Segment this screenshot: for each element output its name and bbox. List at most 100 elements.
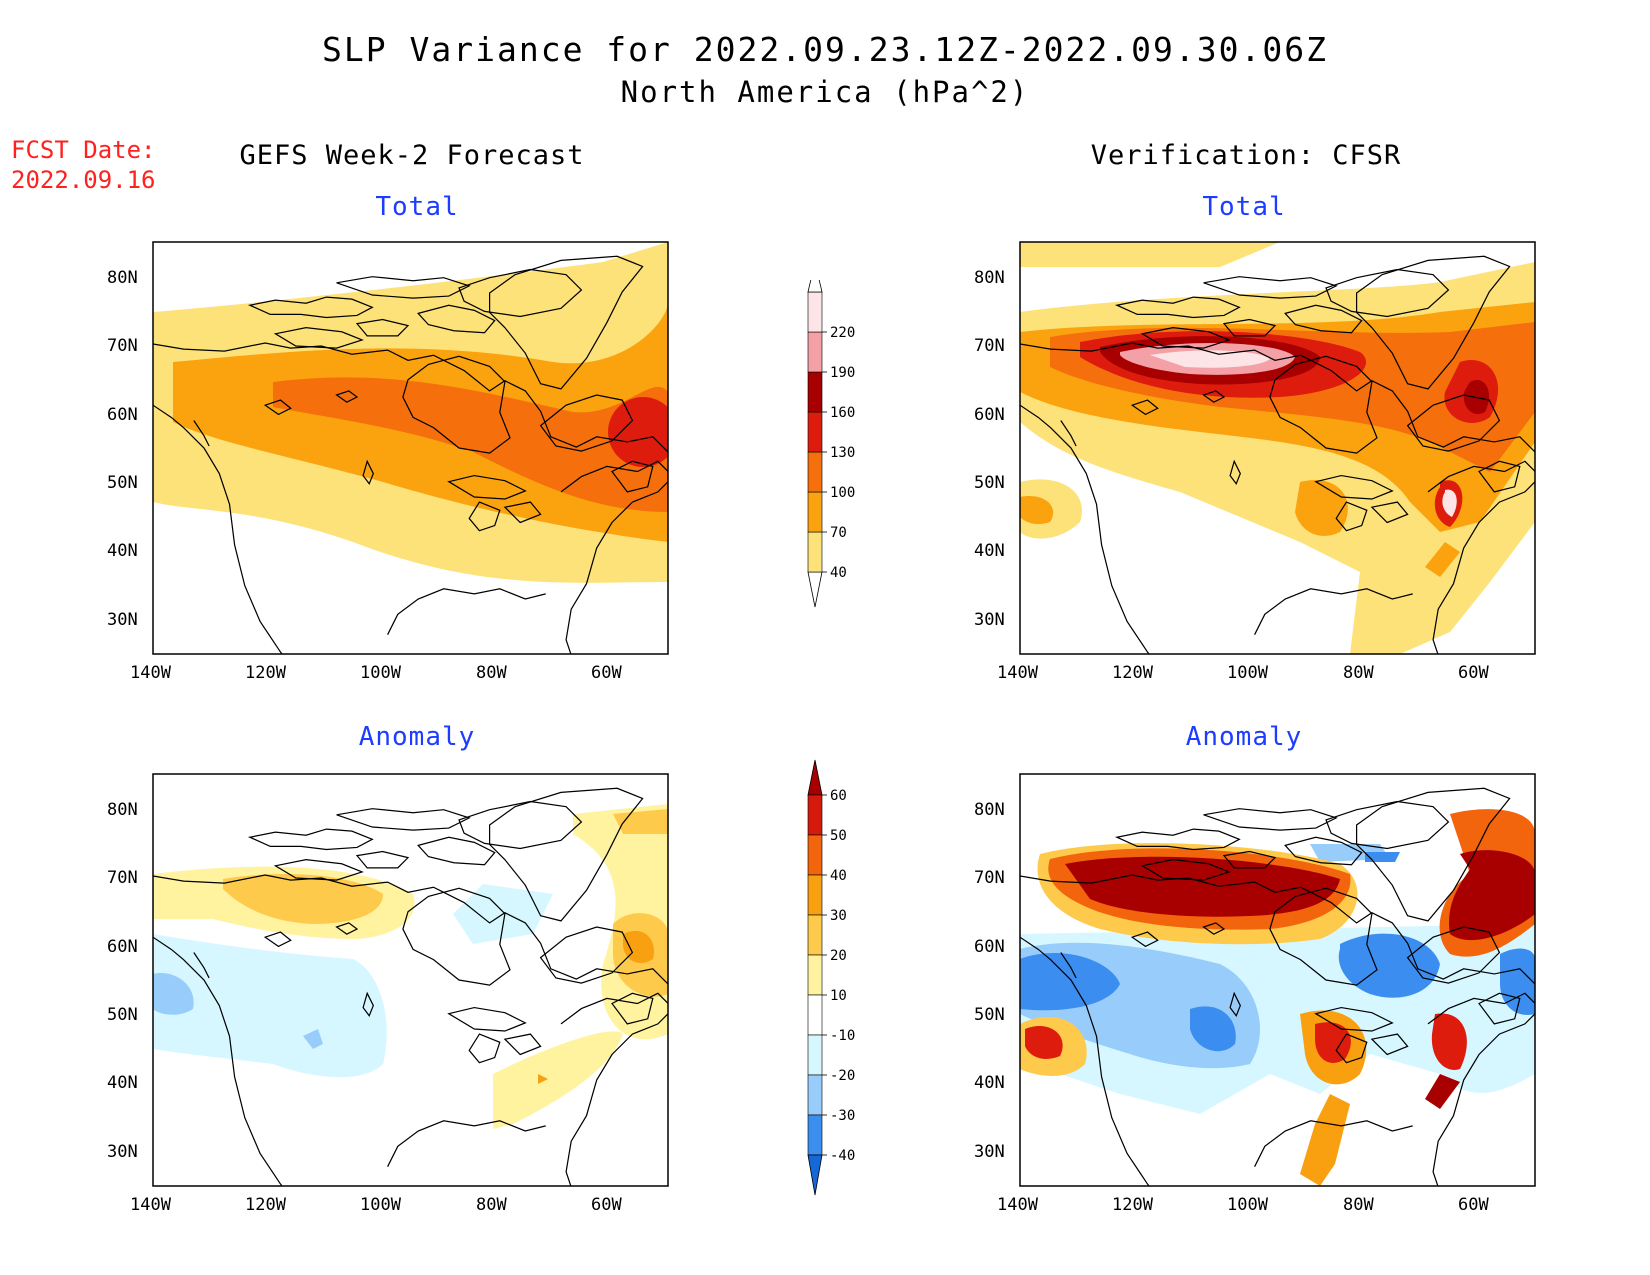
lat-tick: 40N bbox=[107, 541, 138, 561]
lat-tick: 30N bbox=[974, 610, 1005, 630]
colorbar-label: -10 bbox=[830, 1028, 855, 1044]
lat-tick: 80N bbox=[974, 800, 1005, 820]
colorbar-label: 100 bbox=[830, 485, 855, 501]
lat-tick: 40N bbox=[974, 1073, 1005, 1093]
lon-tick: 120W bbox=[1112, 1195, 1154, 1215]
lat-tick: 60N bbox=[107, 405, 138, 425]
lon-tick: 120W bbox=[1112, 663, 1154, 683]
total-colorbar: 40 70 100 130 160 190 220 bbox=[807, 280, 855, 608]
colorbar-label: 130 bbox=[830, 445, 855, 461]
lat-axis: 80N 70N 60N 50N 40N 30N bbox=[107, 268, 138, 630]
lat-tick: 60N bbox=[974, 937, 1005, 957]
colorbar-swatch bbox=[807, 531, 823, 573]
lat-tick: 70N bbox=[974, 868, 1005, 888]
lon-tick: 80W bbox=[1343, 663, 1374, 683]
colorbar-label: 40 bbox=[830, 565, 847, 581]
right-column-title: Verification: CFSR bbox=[1090, 140, 1402, 171]
forecast-total-title: Total bbox=[375, 192, 459, 222]
lat-tick: 50N bbox=[974, 1005, 1005, 1025]
colorbar-swatch bbox=[807, 371, 823, 413]
colorbar-label: 70 bbox=[830, 525, 847, 541]
colorbar-extension bbox=[807, 759, 823, 796]
colorbar-swatch bbox=[807, 1034, 823, 1076]
colorbar-label: 220 bbox=[830, 325, 855, 341]
colorbar-swatch bbox=[807, 794, 823, 836]
lat-tick: 50N bbox=[974, 473, 1005, 493]
lat-tick: 60N bbox=[107, 937, 138, 957]
lat-tick: 70N bbox=[107, 868, 138, 888]
lon-tick: 60W bbox=[1458, 663, 1489, 683]
colorbar-label: 40 bbox=[830, 868, 847, 884]
lon-tick: 140W bbox=[130, 663, 172, 683]
lon-axis: 140W 120W 100W 80W 60W bbox=[130, 663, 622, 683]
fcst-date-value: 2022.09.16 bbox=[11, 166, 156, 194]
lon-tick: 100W bbox=[1227, 1195, 1269, 1215]
colorbar-extension bbox=[807, 571, 823, 608]
fcst-date-label: FCST Date: bbox=[11, 136, 156, 164]
lat-tick: 30N bbox=[107, 1142, 138, 1162]
colorbar-label: 190 bbox=[830, 365, 855, 381]
colorbar-label: 50 bbox=[830, 828, 847, 844]
lon-tick: 140W bbox=[130, 1195, 172, 1215]
colorbar-label: -30 bbox=[830, 1108, 855, 1124]
colorbar-swatch bbox=[807, 1114, 823, 1156]
lat-tick: 70N bbox=[107, 336, 138, 356]
page-title: SLP Variance for 2022.09.23.12Z-2022.09.… bbox=[322, 30, 1328, 69]
left-column-title: GEFS Week-2 Forecast bbox=[239, 140, 585, 171]
colorbar-swatch bbox=[807, 994, 823, 1036]
colorbar-label: -40 bbox=[830, 1148, 855, 1164]
lat-tick: 50N bbox=[107, 473, 138, 493]
lat-tick: 30N bbox=[107, 610, 138, 630]
lat-tick: 80N bbox=[107, 800, 138, 820]
colorbar-swatch bbox=[807, 411, 823, 453]
lat-tick: 80N bbox=[974, 268, 1005, 288]
verification-total-map: 80N 70N 60N 50N 40N 30N 140W 120W 100W 8… bbox=[974, 241, 1536, 683]
page-subtitle: North America (hPa^2) bbox=[620, 75, 1030, 109]
lon-tick: 120W bbox=[245, 663, 287, 683]
verification-anomaly-map: 80N 70N 60N 50N 40N 30N 140W 120W 100W 8… bbox=[974, 773, 1536, 1215]
colorbar-swatch bbox=[807, 451, 823, 493]
lon-tick: 140W bbox=[997, 1195, 1039, 1215]
colorbar-label: 20 bbox=[830, 948, 847, 964]
lon-tick: 100W bbox=[360, 663, 402, 683]
colorbar-swatch bbox=[807, 954, 823, 996]
lat-tick: 70N bbox=[974, 336, 1005, 356]
colorbar-swatch bbox=[807, 914, 823, 956]
lat-tick: 40N bbox=[974, 541, 1005, 561]
colorbar-swatch bbox=[807, 874, 823, 916]
colorbar-swatch bbox=[807, 1074, 823, 1116]
lon-tick: 100W bbox=[360, 1195, 402, 1215]
lon-tick: 140W bbox=[997, 663, 1039, 683]
lon-tick: 60W bbox=[591, 1195, 622, 1215]
colorbar-label: -20 bbox=[830, 1068, 855, 1084]
colorbar-label: 30 bbox=[830, 908, 847, 924]
forecast-anomaly-map: 80N 70N 60N 50N 40N 30N 140W 120W 100W 8… bbox=[107, 773, 669, 1215]
colorbar-label: 160 bbox=[830, 405, 855, 421]
lon-tick: 80W bbox=[476, 663, 507, 683]
colorbar-swatch bbox=[807, 491, 823, 533]
colorbar-extension bbox=[807, 1154, 823, 1196]
anomaly-colorbar: 60 50 40 30 20 10 -10 -20 -30 -40 bbox=[807, 759, 855, 1196]
lon-tick: 80W bbox=[1343, 1195, 1374, 1215]
colorbar-extension bbox=[807, 280, 823, 293]
lon-tick: 60W bbox=[591, 663, 622, 683]
verification-anomaly-title: Anomaly bbox=[1185, 722, 1303, 752]
lat-tick: 30N bbox=[974, 1142, 1005, 1162]
lat-tick: 80N bbox=[107, 268, 138, 288]
lon-tick: 60W bbox=[1458, 1195, 1489, 1215]
forecast-total-map: 80N 70N 60N 50N 40N 30N 140W 120W 100W 8… bbox=[107, 241, 669, 683]
forecast-anomaly-title: Anomaly bbox=[358, 722, 476, 752]
colorbar-label: 10 bbox=[830, 988, 847, 1004]
colorbar-label: 60 bbox=[830, 788, 847, 804]
lon-tick: 100W bbox=[1227, 663, 1269, 683]
colorbar-swatch bbox=[807, 331, 823, 373]
lat-tick: 60N bbox=[974, 405, 1005, 425]
verification-total-title: Total bbox=[1202, 192, 1286, 222]
lon-tick: 80W bbox=[476, 1195, 507, 1215]
lat-tick: 50N bbox=[107, 1005, 138, 1025]
lat-tick: 40N bbox=[107, 1073, 138, 1093]
lon-tick: 120W bbox=[245, 1195, 287, 1215]
colorbar-swatch bbox=[807, 834, 823, 876]
fcst-date: FCST Date: 2022.09.16 bbox=[11, 135, 156, 195]
colorbar-swatch bbox=[807, 291, 823, 333]
